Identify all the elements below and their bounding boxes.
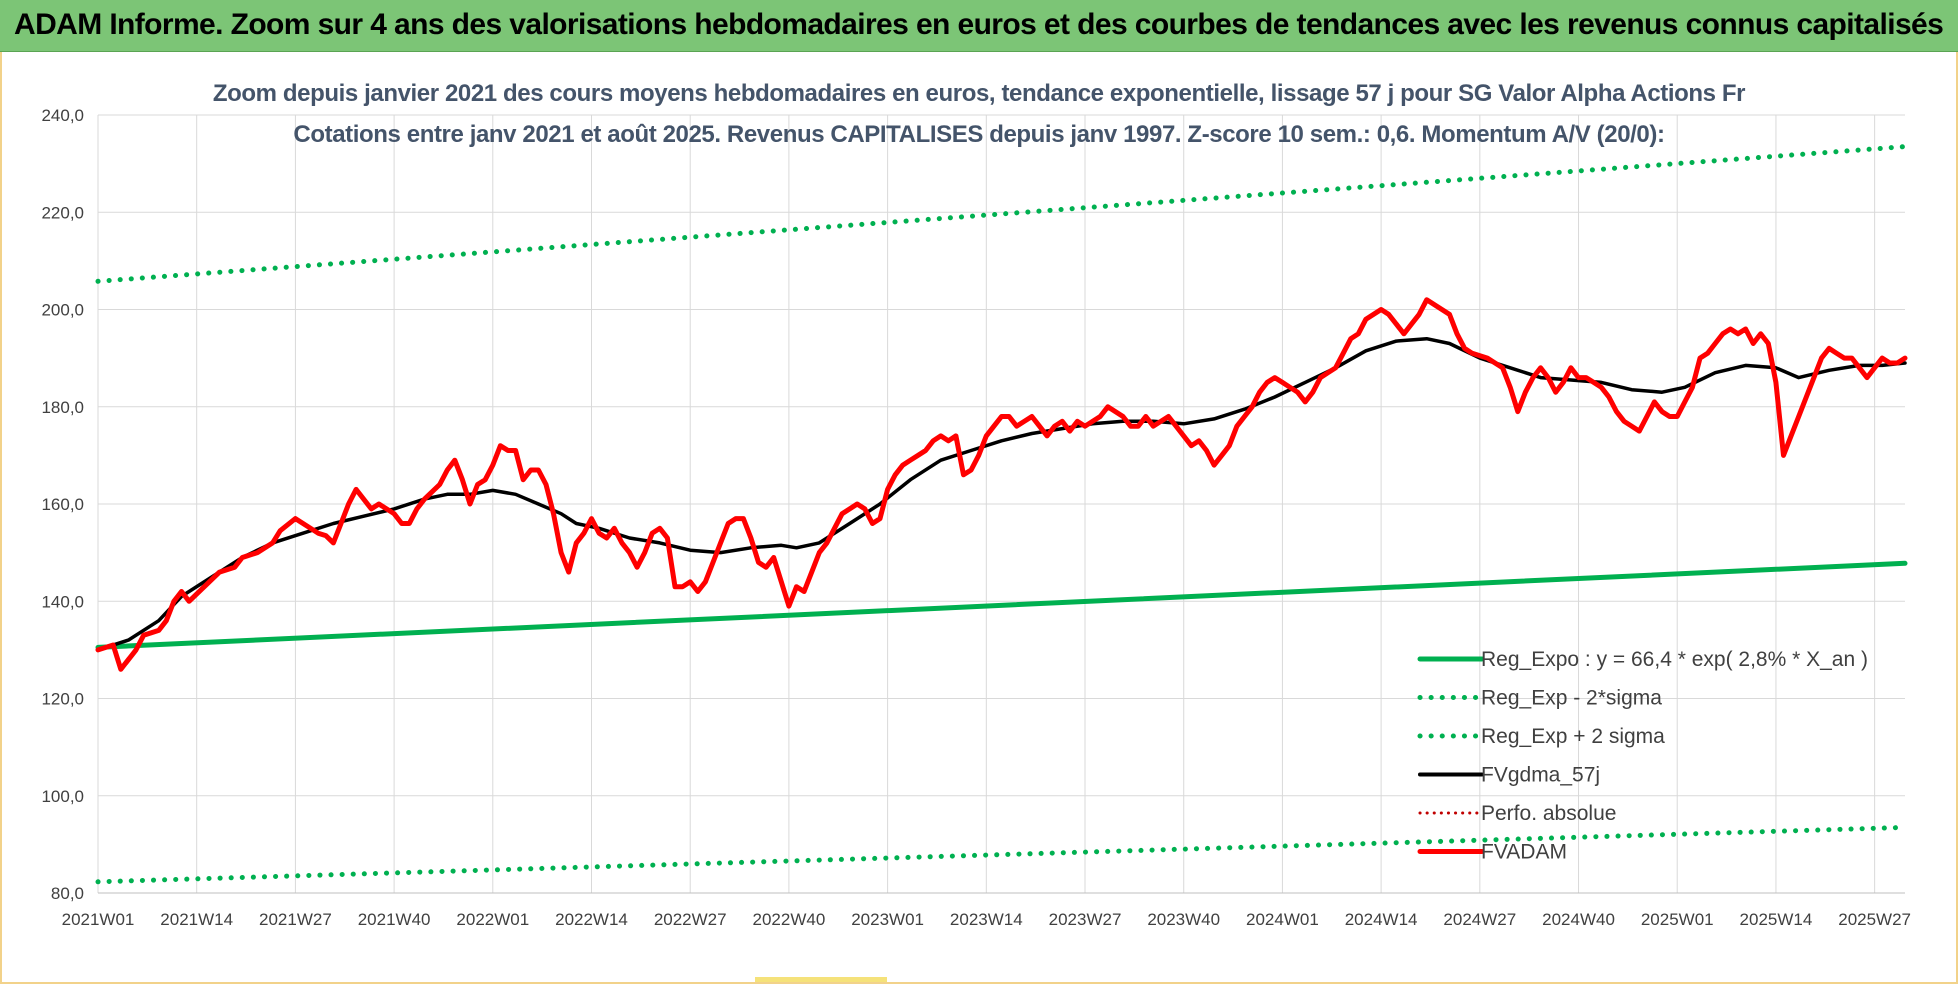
x-tick-label: 2024W01 [1246,910,1319,929]
chart-frame [0,52,1958,984]
series-line-4 [96,336,1907,652]
y-tick-label: 100,0 [41,787,84,806]
header-banner: ADAM Informe. Zoom sur 4 ans des valoris… [0,0,1958,52]
legend-label: Reg_Exp - 2*sigma [1481,687,1662,710]
x-tick-label: 2025W01 [1641,910,1714,929]
chart-title: Zoom depuis janvier 2021 des cours moyen… [212,80,1746,107]
x-axis: 2021W01 2021W14 2021W27 2021W40 2022W01 2022W… [62,910,1911,929]
x-tick-label: 2025W27 [1838,910,1911,929]
chart-grid [97,114,1905,894]
series-line-1 [95,560,1908,650]
x-tick-label: 2024W14 [1345,910,1418,929]
series-line-6 [95,297,1908,672]
legend-label: Reg_Expo : y = 66,4 * exp( 2,8% * X_an ) [1481,648,1868,671]
legend-label: Reg_Exp + 2 sigma [1481,725,1665,748]
legend-label: Perfo. absolue [1481,802,1616,825]
chart-subtitle: Cotations entre janv 2021 et août 2025. … [293,121,1665,148]
y-axis: 80,0 100,0 120,0 140,0 160,0 180,0 200,0 220,0 2… [41,106,84,903]
x-tick-label: 2021W27 [259,910,332,929]
y-tick-label: 220,0 [41,203,84,222]
bottom-accent [755,977,887,982]
y-tick-label: 200,0 [41,301,84,320]
series-line-2 [95,824,1908,885]
legend-label: FVgdma_57j [1481,764,1600,787]
x-tick-label: 2022W40 [753,910,826,929]
x-tick-label: 2024W40 [1542,910,1615,929]
x-tick-label: 2023W14 [950,910,1023,929]
y-tick-label: 240,0 [41,106,84,125]
y-tick-label: 160,0 [41,495,84,514]
x-tick-label: 2021W40 [358,910,431,929]
y-tick-label: 120,0 [41,690,84,709]
series-line-3 [95,144,1908,284]
x-tick-label: 2025W14 [1740,910,1813,929]
x-tick-label: 2021W01 [62,910,135,929]
x-tick-label: 2023W40 [1147,910,1220,929]
legend-label: FVADAM [1481,841,1567,864]
x-tick-label: 2022W14 [555,910,628,929]
x-tick-label: 2023W27 [1049,910,1122,929]
y-tick-label: 80,0 [51,884,84,903]
x-tick-label: 2022W01 [456,910,529,929]
x-tick-label: 2021W14 [160,910,233,929]
chart-legend: Reg_Expo : y = 66,4 * exp( 2,8% * X_an )… [1417,648,1868,864]
y-tick-label: 140,0 [41,592,84,611]
chart-series [95,144,1908,885]
x-tick-label: 2022W27 [654,910,727,929]
y-tick-label: 180,0 [41,398,84,417]
page-title: ADAM Informe. Zoom sur 4 ans des valoris… [14,8,1944,41]
x-tick-label: 2023W01 [851,910,924,929]
x-tick-label: 2024W27 [1443,910,1516,929]
